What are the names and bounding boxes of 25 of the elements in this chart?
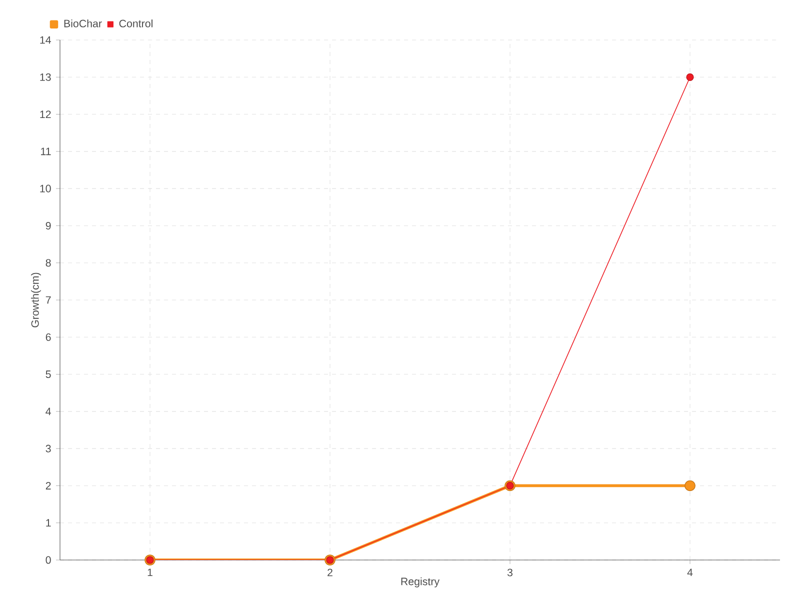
y-axis-title: Growth(cm) [30, 272, 41, 328]
y-tick-label: 11 [41, 148, 51, 156]
x-axis-title: Registry [401, 577, 440, 588]
y-tick-label: 13 [40, 73, 51, 81]
y-tick-label: 2 [46, 482, 51, 490]
y-tick-label: 3 [46, 444, 51, 452]
y-tick-label: 10 [40, 184, 51, 192]
point [684, 480, 696, 492]
legend-label: BioChar [64, 19, 102, 28]
x-tick-label: 1 [148, 568, 152, 576]
y-tick-label: 8 [46, 259, 51, 267]
y-tick-label: 14 [40, 36, 51, 44]
y-tick-label: 7 [46, 296, 51, 304]
x-tick-label: 3 [507, 568, 512, 576]
y-tick-label: 5 [46, 370, 51, 378]
point [686, 73, 694, 81]
y-tick-label: 6 [46, 333, 51, 341]
y-tick-label: 0 [46, 556, 51, 564]
x-tick-label: 2 [328, 568, 332, 576]
y-tick-label: 4 [46, 408, 51, 416]
y-tick-label: 1 [46, 519, 51, 527]
x-tick-label: 4 [687, 568, 693, 576]
legend-label: Control [119, 19, 152, 28]
y-tick-label: 12 [40, 110, 51, 118]
y-tick-label: 9 [46, 222, 51, 230]
